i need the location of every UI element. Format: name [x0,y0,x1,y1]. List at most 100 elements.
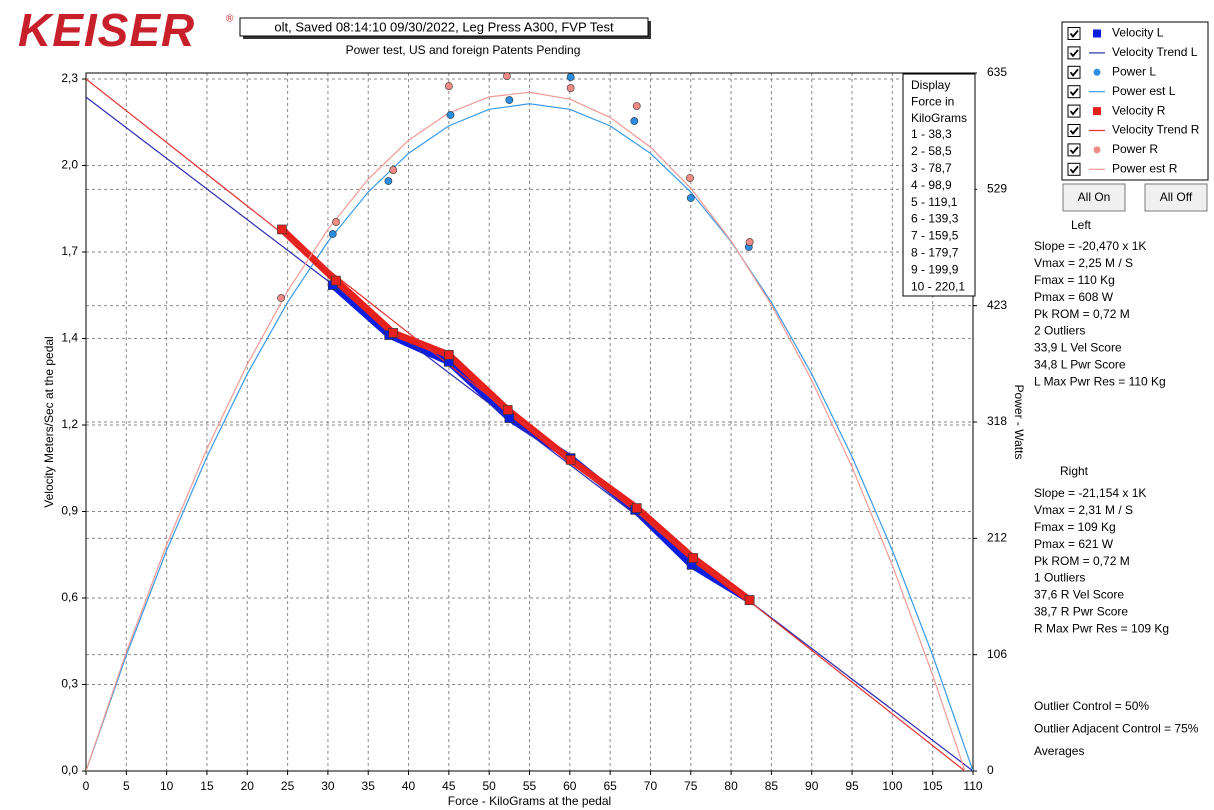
right-stat: 37,6 R Vel Score [1034,588,1124,602]
check-mark [1069,49,1079,58]
legend-checkbox[interactable] [1067,27,1081,40]
force-table [902,73,976,297]
line [86,91,966,771]
marker [630,117,639,125]
marker [504,413,515,423]
marker [277,294,286,302]
force-table-item: 4 - 98,9 [911,178,952,192]
x-axis-label: Force - KiloGrams at the pedal [448,794,611,808]
note: Outlier Adjacent Control = 75% [1034,722,1199,736]
marker [331,275,341,286]
y-tick-label: 0,3 [61,677,78,691]
force-table-item: 9 - 199,9 [911,262,959,276]
x-tick-label: 15 [200,779,214,793]
marker [444,82,453,90]
y2-tick-label: 212 [987,531,1007,545]
note: Outlier Control = 50% [1034,699,1149,713]
line [86,103,973,771]
x-tick-label: 25 [281,779,295,793]
legend-checkbox[interactable] [1067,104,1081,118]
force-table-item: 8 - 179,7 [911,245,959,259]
x-tick-label: 90 [805,779,819,793]
force-table-item: 5 - 119,1 [911,195,958,209]
check-mark [1069,88,1079,97]
legend-label: Velocity L [1112,26,1164,40]
legend-checkbox[interactable] [1067,162,1081,176]
left-stat: 33,9 L Vel Score [1034,341,1122,355]
legend-label: Power est R [1112,161,1178,175]
x-tick-label: 40 [402,779,416,793]
legend-label: Velocity R [1112,103,1166,117]
force-table-item: 3 - 78,7 [911,161,952,175]
legend-checkbox[interactable] [1067,85,1081,99]
legend-label: Velocity Trend R [1112,123,1200,137]
legend-checkbox[interactable] [1067,124,1081,137]
right-heading: Right [1060,464,1089,478]
legend-checkbox[interactable] [1067,143,1081,157]
x-tick-label: 55 [523,779,537,793]
legend-label: Power est L [1112,84,1176,98]
x-tick-label: 30 [321,779,335,793]
force-table-item: 7 - 159,5 [911,229,959,243]
legend-checkbox[interactable] [1067,65,1081,79]
force-table-title: KiloGrams [911,111,967,125]
subtitle: Power test, US and foreign Patents Pendi… [346,43,581,57]
force-table-item: 10 - 220,1 [911,279,965,293]
button[interactable] [1144,183,1208,212]
title-box [239,17,649,37]
check-mark [1069,68,1079,77]
x-tick-label: 80 [724,779,738,793]
button-label[interactable]: All On [1078,190,1111,204]
force-table-title: Force in [911,95,954,109]
legend-symbol [1093,107,1101,116]
y2-tick-label: 106 [987,647,1007,661]
x-tick-label: 60 [563,779,577,793]
logo-mark: ® [226,14,234,25]
x-tick-label: 85 [765,779,779,793]
y2-tick-label: 635 [987,65,1007,79]
stats-panel: All On All Off Left Slope = -20,470 x 1K Vma… [1034,183,1208,758]
title: olt, Saved 08:14:10 09/30/2022, Leg Pres… [274,19,614,34]
marker [444,350,454,360]
left-stat: Vmax = 2,25 M / S [1034,256,1133,270]
marker [388,328,399,338]
left-stat: Slope = -20,470 x 1K [1034,239,1146,253]
left-stat: Pmax = 608 W [1034,290,1114,304]
marker [565,455,576,465]
button[interactable] [1062,183,1126,212]
left-stat: 2 Outliers [1034,324,1085,338]
x-tick-label: 10 [160,779,174,793]
note: Averages [1034,744,1084,758]
force-table-item: 6 - 139,3 [911,212,959,226]
marker [328,230,337,238]
marker [632,102,641,110]
legend-label: Power R [1112,142,1158,156]
x-tick-label: 5 [123,779,130,793]
marker [502,405,513,415]
x-tick-label: 35 [362,779,376,793]
button-label[interactable]: All Off [1160,190,1193,204]
right-stat: Pmax = 621 W [1034,537,1114,551]
check-mark [1069,107,1079,116]
marker [566,84,575,92]
plot-frame [85,72,974,772]
right-stat: Vmax = 2,31 M / S [1034,503,1133,517]
marker [446,111,455,119]
y-tick-label: 0,0 [61,763,78,777]
check-mark [1069,29,1079,38]
y-axis-label: Velocity Meters/Sec at the pedal [42,336,56,507]
line [86,78,966,771]
force-table-item: 1 - 38,3 [911,127,952,141]
legend-checkbox[interactable] [1067,46,1081,60]
force-table-item: 2 - 58,5 [911,144,952,158]
right-stat: 1 Outliers [1034,571,1085,585]
x-tick-label: 20 [241,779,255,793]
right-stat: Slope = -21,154 x 1K [1034,486,1146,500]
y-tick-label: 2,3 [61,71,78,85]
marker [566,73,575,81]
marker [686,174,694,182]
y-tick-label: 0,9 [61,504,78,518]
legend-label: Power L [1112,64,1156,78]
x-tick-label: 105 [923,779,943,793]
